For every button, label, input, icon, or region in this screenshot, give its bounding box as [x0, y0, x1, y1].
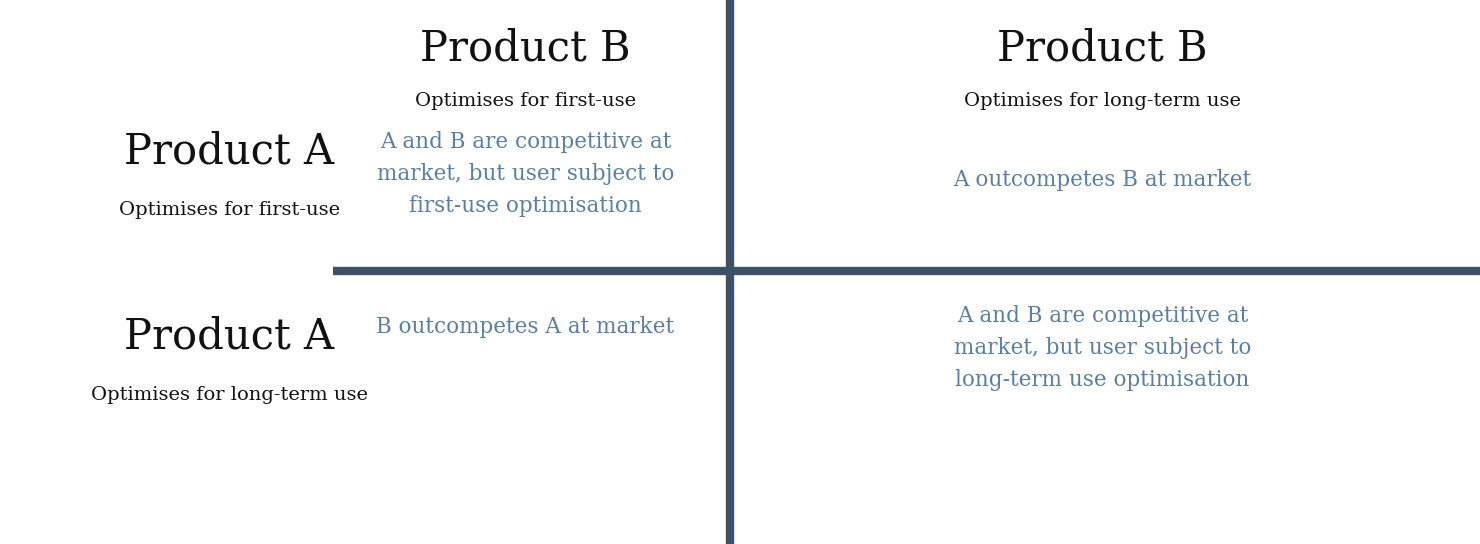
Text: Optimises for first-use: Optimises for first-use	[414, 92, 636, 110]
Text: Optimises for long-term use: Optimises for long-term use	[90, 386, 369, 404]
Text: A outcompetes B at market: A outcompetes B at market	[953, 169, 1252, 190]
Text: A and B are competitive at
market, but user subject to
long-term use optimisatio: A and B are competitive at market, but u…	[955, 305, 1251, 391]
Text: Product B: Product B	[420, 27, 630, 69]
Text: Optimises for first-use: Optimises for first-use	[118, 201, 340, 219]
Text: Product A: Product A	[124, 131, 334, 172]
Text: B outcompetes A at market: B outcompetes A at market	[376, 316, 675, 337]
Text: A and B are competitive at
market, but user subject to
first-use optimisation: A and B are competitive at market, but u…	[377, 131, 673, 217]
Text: Product B: Product B	[998, 27, 1208, 69]
Text: Product A: Product A	[124, 316, 334, 357]
Text: Optimises for long-term use: Optimises for long-term use	[963, 92, 1242, 110]
